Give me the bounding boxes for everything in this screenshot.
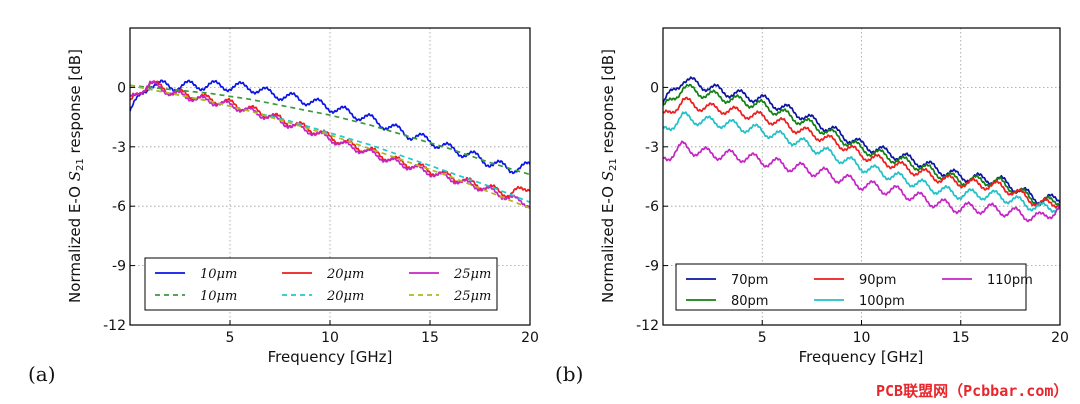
series-line-a-2	[130, 80, 530, 209]
x-axis-label-a: Frequency [GHz]	[268, 348, 393, 366]
y-label-subscript-b: 21	[608, 158, 619, 171]
legend-a: 10μm 20μm 25μm 10μm 20μm 25μm	[144, 257, 498, 311]
panel-label-a: (a)	[28, 362, 56, 386]
series-line-b-2	[663, 96, 1060, 209]
series-line-b-4	[663, 140, 1060, 223]
y-tick-label-b-4: -12	[636, 318, 659, 334]
series-line-a-3	[130, 84, 530, 176]
y-tick-label-b-2: -6	[645, 199, 659, 215]
y-tick-label-b-1: -3	[645, 140, 659, 156]
lines-a	[130, 79, 530, 209]
series-line-a-5	[130, 84, 530, 209]
legend-box-b	[675, 263, 1027, 311]
legend-label-b-2: 110pm	[987, 273, 1033, 288]
x-tick-label-a-10: 10	[321, 330, 339, 346]
ticks-b: 5 10 15 20 0 -3 -6 -9 -12	[636, 80, 1069, 346]
y-axis-label-b: Normalized E-O S21 response [dB]	[599, 49, 619, 303]
legend-label-a-0: 10μm	[200, 267, 237, 282]
legend-label-b-0: 70pm	[731, 273, 768, 288]
x-tick-label-b-5: 5	[758, 330, 767, 346]
panel-b: 5 10 15 20 0 -3 -6 -9 -12 Frequency [GHz] Normal…	[555, 27, 1069, 386]
y-tick-label-b-3: -9	[645, 259, 659, 275]
y-label-suffix-a: response [dB]	[66, 49, 84, 158]
y-label-suffix-b: response [dB]	[599, 49, 617, 158]
series-line-b-3	[663, 111, 1060, 213]
y-axis-label-a: Normalized E-O S21 response [dB]	[66, 49, 86, 303]
legend-box-a	[144, 257, 498, 311]
x-axis-label-b: Frequency [GHz]	[799, 348, 924, 366]
y-tick-label-b-0: 0	[650, 80, 659, 96]
x-tick-label-b-15: 15	[952, 330, 970, 346]
watermark-text: PCB联盟网（Pcbbar.com）	[876, 382, 1068, 400]
y-tick-label-a-2: -6	[112, 199, 126, 215]
legend-label-a-2: 25μm	[453, 267, 491, 282]
legend-label-a-5: 25μm	[453, 289, 491, 304]
legend-label-a-4: 20μm	[326, 289, 364, 304]
legend-label-b-3: 80pm	[731, 294, 768, 309]
x-tick-label-a-20: 20	[521, 330, 539, 346]
x-tick-label-a-5: 5	[226, 330, 235, 346]
y-label-subscript-a: 21	[75, 158, 86, 171]
y-tick-label-a-1: -3	[112, 140, 126, 156]
x-tick-label-b-20: 20	[1051, 330, 1069, 346]
y-label-prefix-a: Normalized E-O	[66, 181, 84, 303]
panel-a: 5 10 15 20 0 -3 -6 -9 -12 Frequency [GHz] Normal…	[28, 27, 539, 386]
lines-b	[663, 76, 1060, 223]
y-label-prefix-b: Normalized E-O	[599, 181, 617, 303]
series-line-a-0	[130, 79, 530, 175]
y-tick-label-a-0: 0	[117, 80, 126, 96]
x-tick-label-a-15: 15	[421, 330, 439, 346]
series-line-b-1	[663, 83, 1060, 207]
ticks-a: 5 10 15 20 0 -3 -6 -9 -12	[103, 80, 539, 346]
legend-label-a-1: 20μm	[326, 267, 364, 282]
legend-label-a-3: 10μm	[200, 289, 237, 304]
y-label-symbol-b: S	[599, 171, 617, 181]
legend-label-b-1: 90pm	[859, 273, 896, 288]
legend-label-b-4: 100pm	[859, 294, 905, 309]
y-tick-label-a-4: -12	[103, 318, 126, 334]
panel-label-b: (b)	[555, 362, 583, 386]
y-tick-label-a-3: -9	[112, 259, 126, 275]
y-label-symbol-a: S	[66, 171, 84, 181]
legend-b: 70pm 90pm 110pm 80pm 100pm	[675, 263, 1033, 311]
x-tick-label-b-10: 10	[853, 330, 871, 346]
